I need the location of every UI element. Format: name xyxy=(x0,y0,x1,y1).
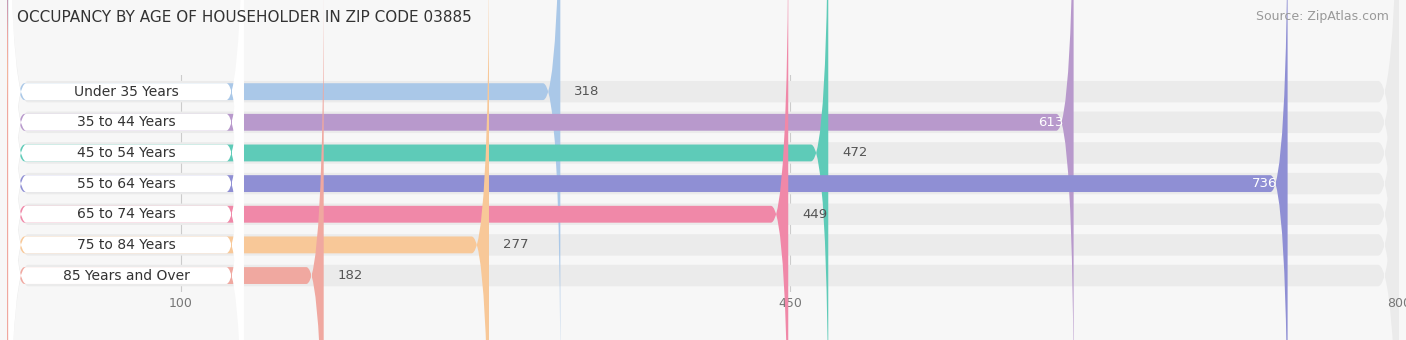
FancyBboxPatch shape xyxy=(7,0,489,340)
Text: 449: 449 xyxy=(803,208,827,221)
FancyBboxPatch shape xyxy=(8,0,243,340)
FancyBboxPatch shape xyxy=(7,0,789,340)
Text: Under 35 Years: Under 35 Years xyxy=(75,85,179,99)
FancyBboxPatch shape xyxy=(7,0,561,340)
Text: 613: 613 xyxy=(1038,116,1063,129)
FancyBboxPatch shape xyxy=(7,0,1399,340)
FancyBboxPatch shape xyxy=(8,0,243,340)
FancyBboxPatch shape xyxy=(7,0,828,340)
FancyBboxPatch shape xyxy=(8,0,243,340)
FancyBboxPatch shape xyxy=(8,0,243,340)
Text: 85 Years and Over: 85 Years and Over xyxy=(63,269,190,283)
Text: 736: 736 xyxy=(1251,177,1277,190)
FancyBboxPatch shape xyxy=(7,0,1399,340)
FancyBboxPatch shape xyxy=(8,0,243,340)
FancyBboxPatch shape xyxy=(7,0,1399,340)
Text: OCCUPANCY BY AGE OF HOUSEHOLDER IN ZIP CODE 03885: OCCUPANCY BY AGE OF HOUSEHOLDER IN ZIP C… xyxy=(17,10,471,25)
FancyBboxPatch shape xyxy=(8,0,243,340)
Text: 55 to 64 Years: 55 to 64 Years xyxy=(77,176,176,191)
FancyBboxPatch shape xyxy=(7,0,1288,340)
Text: 65 to 74 Years: 65 to 74 Years xyxy=(77,207,176,221)
FancyBboxPatch shape xyxy=(7,0,1399,340)
Text: 277: 277 xyxy=(503,238,529,251)
Text: 75 to 84 Years: 75 to 84 Years xyxy=(77,238,176,252)
Text: 318: 318 xyxy=(574,85,599,98)
FancyBboxPatch shape xyxy=(7,0,323,340)
FancyBboxPatch shape xyxy=(7,0,1399,340)
Text: 182: 182 xyxy=(337,269,363,282)
FancyBboxPatch shape xyxy=(7,0,1399,340)
FancyBboxPatch shape xyxy=(7,0,1399,340)
Text: 45 to 54 Years: 45 to 54 Years xyxy=(77,146,176,160)
Text: 35 to 44 Years: 35 to 44 Years xyxy=(77,115,176,129)
FancyBboxPatch shape xyxy=(7,0,1074,340)
Text: 472: 472 xyxy=(842,147,868,159)
Text: Source: ZipAtlas.com: Source: ZipAtlas.com xyxy=(1256,10,1389,23)
FancyBboxPatch shape xyxy=(8,0,243,340)
